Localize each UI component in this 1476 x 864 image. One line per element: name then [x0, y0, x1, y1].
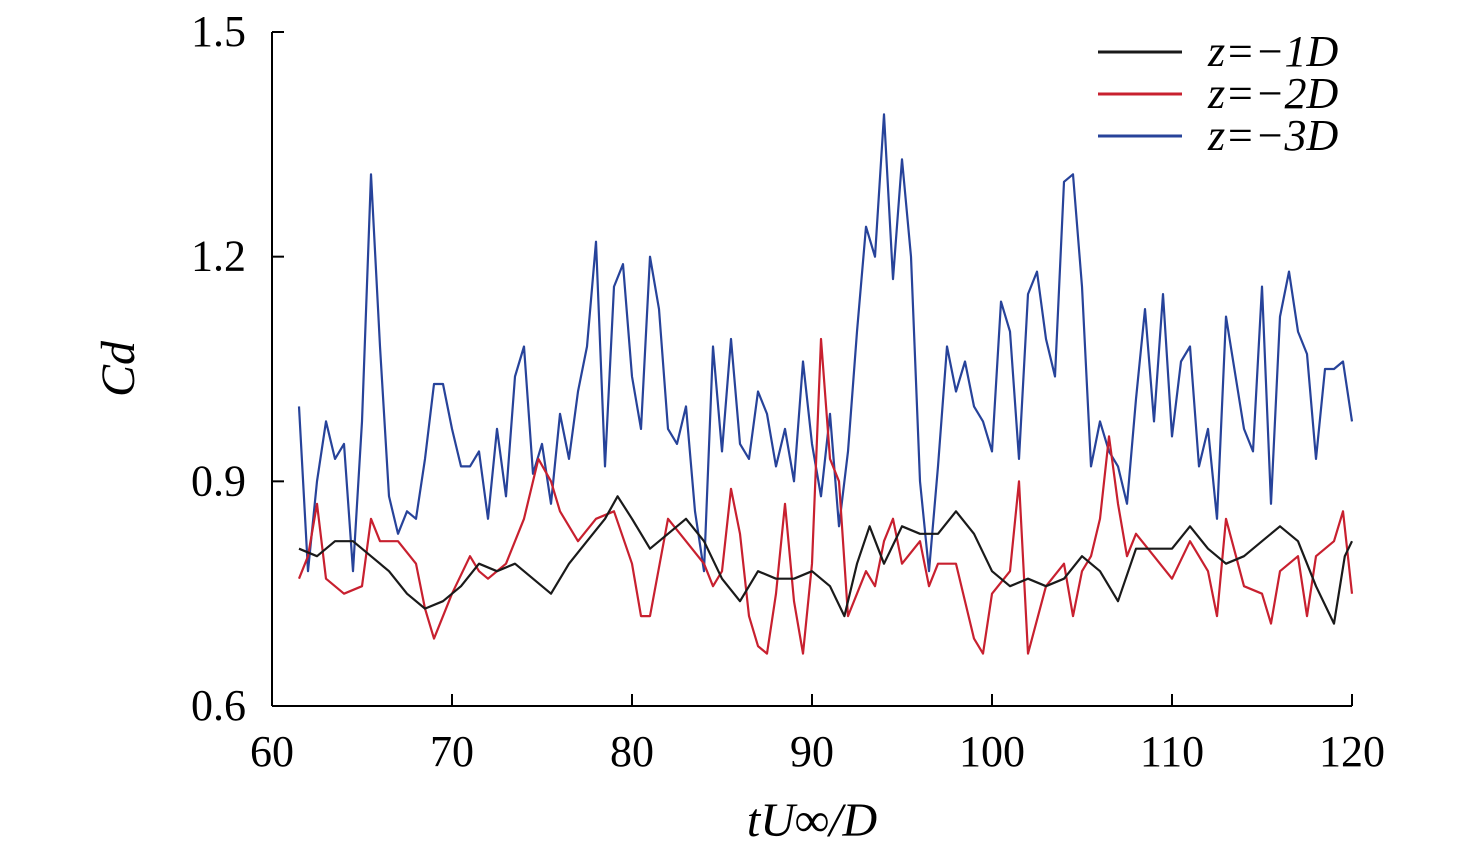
x-tick-label: 100 — [959, 727, 1025, 776]
legend-label-3: z=−3D — [1207, 111, 1339, 160]
y-tick-label: 0.6 — [191, 681, 246, 730]
y-tick-label: 0.9 — [191, 456, 246, 505]
y-axis-title: Cd — [92, 340, 145, 397]
x-tick-label: 60 — [250, 727, 294, 776]
y-tick-label: 1.5 — [191, 7, 246, 56]
x-tick-label: 80 — [610, 727, 654, 776]
y-tick-label: 1.2 — [191, 232, 246, 281]
x-tick-label: 90 — [790, 727, 834, 776]
x-tick-label: 70 — [430, 727, 474, 776]
legend: z=−1Dz=−2Dz=−3D — [1098, 27, 1339, 160]
series-line-1 — [298, 495, 1353, 625]
x-tick-label: 110 — [1140, 727, 1204, 776]
x-tick-label: 120 — [1319, 727, 1385, 776]
x-ticks: 60 70 80 90 100 110 120 — [250, 694, 1385, 776]
y-ticks: 0.6 0.9 1.2 1.5 — [191, 7, 284, 730]
legend-label-2: z=−2D — [1207, 69, 1339, 118]
series-line-3 — [297, 113, 1354, 573]
legend-label-1: z=−1D — [1207, 27, 1339, 76]
plot-series-group — [297, 113, 1354, 655]
series-line-2 — [297, 337, 1354, 655]
x-axis-title: tU∞/D — [747, 794, 877, 847]
